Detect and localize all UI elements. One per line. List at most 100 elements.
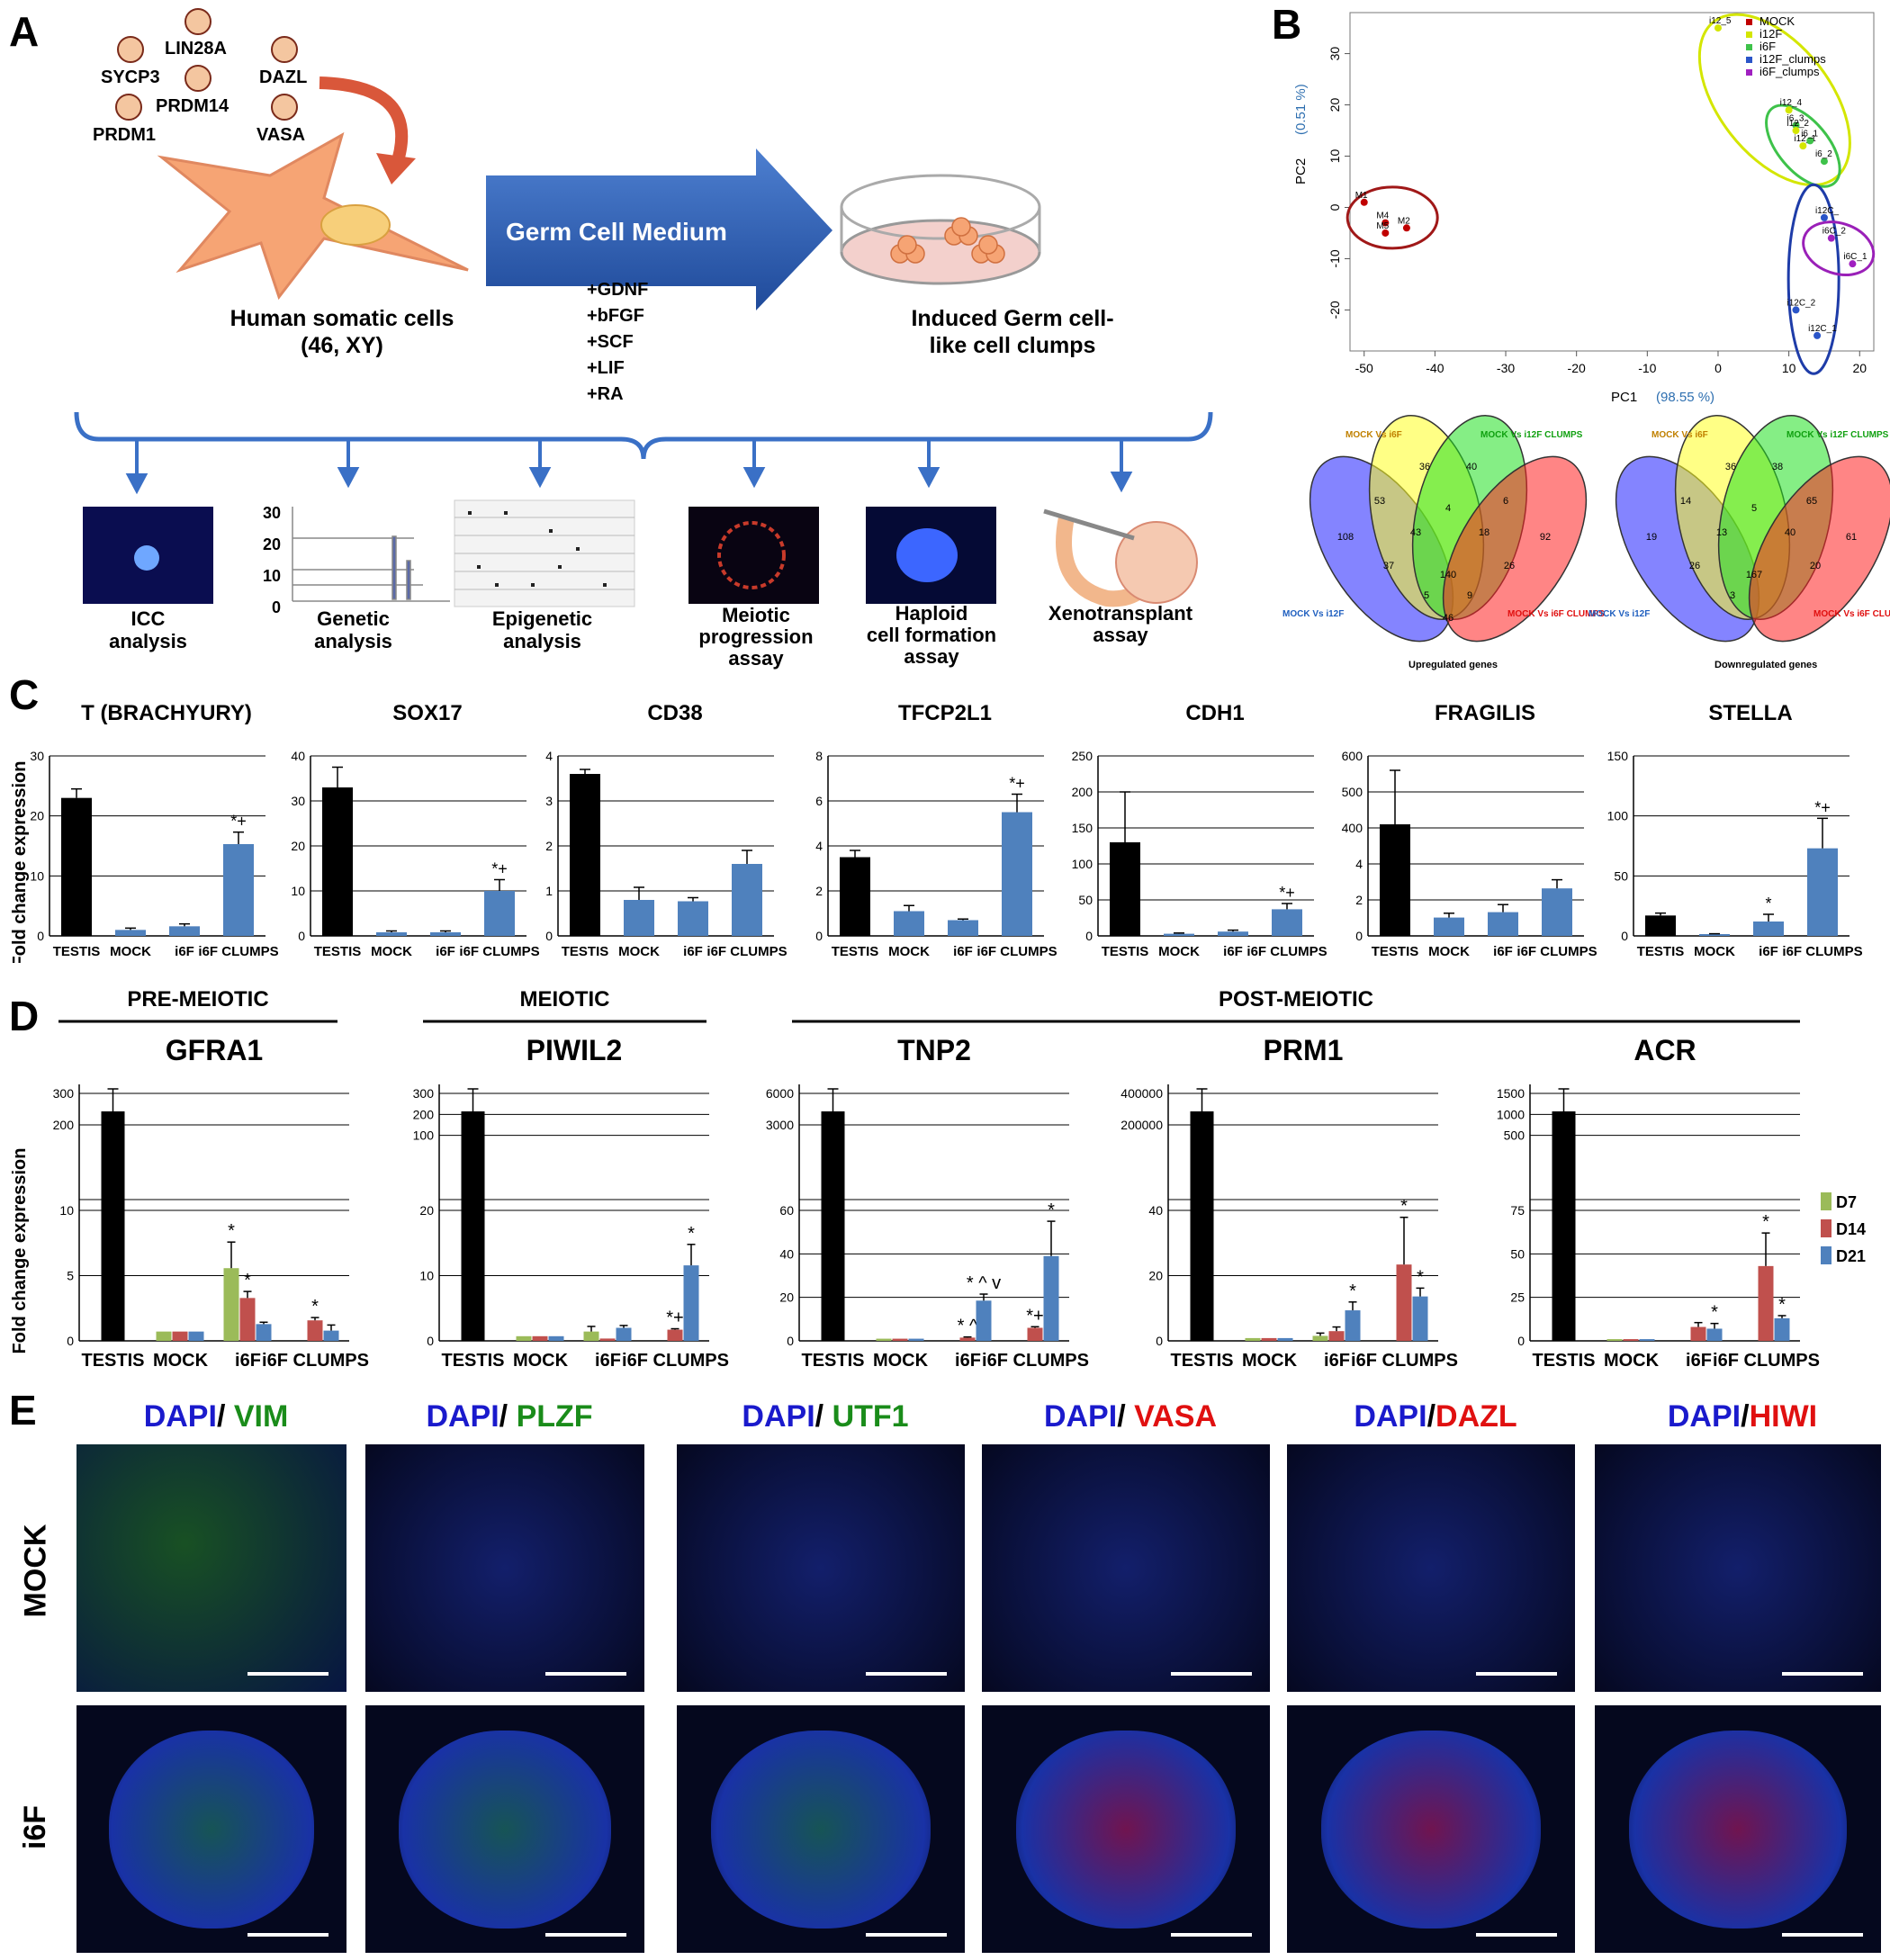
category-label: i6F bbox=[953, 944, 973, 959]
pca-xtick: -20 bbox=[1568, 361, 1586, 375]
bar bbox=[172, 1331, 188, 1341]
pca-ylabel: PC2 bbox=[1293, 158, 1309, 184]
venn-caption: Upregulated genes bbox=[1408, 660, 1498, 670]
venn-count: 3 bbox=[1730, 590, 1735, 601]
gene-icons bbox=[115, 8, 298, 121]
factor-lin28a: LIN28A bbox=[165, 39, 227, 58]
bar bbox=[1699, 934, 1730, 936]
y-tick-label: 200 bbox=[53, 1118, 75, 1132]
chart-title: CDH1 bbox=[1185, 701, 1244, 725]
category-label: MOCK bbox=[1242, 1351, 1298, 1371]
factor-sycp3: SYCP3 bbox=[101, 67, 160, 87]
category-label: i6F CLUMPS bbox=[198, 944, 278, 959]
assay-label: progression bbox=[698, 625, 814, 648]
category-label: i6F CLUMPS bbox=[459, 944, 539, 959]
supplement-lif: +LIF bbox=[587, 358, 625, 378]
pca-legend-swatch bbox=[1746, 19, 1752, 25]
category-label: i6F bbox=[1686, 1351, 1712, 1371]
bar bbox=[323, 1330, 339, 1341]
y-tick-label: 20 bbox=[419, 1203, 434, 1218]
venn-count: 18 bbox=[1479, 527, 1490, 538]
stain-marker: VIM bbox=[233, 1399, 289, 1434]
stain-marker: VASA bbox=[1134, 1399, 1218, 1434]
pca-point-label: M4 bbox=[1376, 211, 1389, 221]
significance-mark: *+ bbox=[230, 813, 247, 831]
y-tick-label: 20 bbox=[291, 839, 305, 853]
y-tick-label: 0 bbox=[427, 1334, 434, 1348]
venn-count: 13 bbox=[1716, 527, 1727, 538]
bar bbox=[1110, 842, 1140, 936]
venn-set bbox=[1748, 455, 1890, 643]
y-tick-label: 0 bbox=[1085, 929, 1093, 943]
venn-count: 26 bbox=[1689, 561, 1700, 571]
pca-xtick: -50 bbox=[1355, 361, 1373, 375]
significance-mark: *+ bbox=[1814, 798, 1831, 816]
venn-count: 53 bbox=[1374, 496, 1385, 507]
scale-bar bbox=[1171, 1933, 1252, 1937]
chart-title: GFRA1 bbox=[166, 1034, 263, 1066]
group-header: POST-MEIOTIC bbox=[1219, 987, 1373, 1011]
significance-mark: * bbox=[1762, 1212, 1769, 1232]
pca-point-label: i12_5 bbox=[1709, 16, 1732, 26]
bar bbox=[1412, 1296, 1428, 1341]
bar bbox=[1690, 1326, 1706, 1341]
bar bbox=[1753, 922, 1784, 936]
venn-count: 65 bbox=[1806, 496, 1817, 507]
scale-bar bbox=[1171, 1672, 1252, 1676]
venn-set-label: MOCK Vs i12F bbox=[1588, 609, 1650, 619]
panel-c-chart: SOX17 40 30 20 10 0 TESTIS MOCK i6F *+ i6F CLUMPS bbox=[291, 701, 539, 959]
pca-ytick: -20 bbox=[1328, 301, 1342, 319]
assay-meiotic: Meiotic progression assay bbox=[670, 605, 842, 670]
pca-point-label: i6_3 bbox=[1786, 113, 1804, 123]
significance-mark: * bbox=[1711, 1303, 1718, 1323]
venn-diagrams: MOCK Vs i6F MOCK Vs i12F CLUMPS MOCK Vs i1… bbox=[1282, 415, 1890, 670]
pca-xtick: -10 bbox=[1638, 361, 1656, 375]
gene-icon bbox=[115, 94, 142, 121]
panel-c-chart: CDH1 250 200 150 100 50 0 TESTIS MOCK i6F *+ i6F CL… bbox=[1072, 701, 1328, 959]
assay-icc: ICC analysis bbox=[74, 607, 222, 652]
pca-point-label: i12C_ bbox=[1815, 206, 1840, 216]
y-tick-label: 2 bbox=[815, 884, 823, 898]
supplement-bfgf: +bFGF bbox=[587, 306, 644, 326]
y-tick-label: 10 bbox=[59, 1203, 74, 1218]
pca-point bbox=[1382, 219, 1390, 227]
y-tick-label: 30 bbox=[30, 749, 44, 763]
category-label: i6F bbox=[683, 944, 703, 959]
category-label: TESTIS bbox=[441, 1351, 504, 1371]
pca-legend-label: i12F bbox=[1760, 27, 1782, 40]
clump-label-2: like cell clumps bbox=[929, 333, 1096, 358]
pca-plot: -50 -40 -30 -20 -10 0 10 20 30 20 10 0 -10 -20 PC1 (98.… bbox=[1293, 12, 1876, 405]
y-tick-label: 40 bbox=[1148, 1203, 1163, 1218]
bar bbox=[1002, 812, 1032, 936]
y-tick-label: 200 bbox=[1072, 785, 1094, 799]
category-label: i6F bbox=[235, 1351, 261, 1371]
panel-letter-d: D bbox=[9, 993, 40, 1039]
venn-count: 19 bbox=[1646, 532, 1657, 543]
venn-count: 14 bbox=[1680, 496, 1691, 507]
y-tick-label: 0 bbox=[298, 929, 305, 943]
bar bbox=[1542, 888, 1572, 936]
pca-legend-swatch bbox=[1746, 44, 1752, 50]
y-tick-label: 75 bbox=[1510, 1203, 1525, 1218]
y-tick-label: 250 bbox=[1072, 749, 1094, 763]
legend-label: D7 bbox=[1836, 1193, 1857, 1211]
category-label: TESTIS bbox=[1102, 944, 1149, 959]
row-label-text: i6F bbox=[18, 1804, 53, 1849]
panel-letter-c: C bbox=[9, 671, 40, 718]
y-tick-label: 6000 bbox=[766, 1086, 794, 1101]
bar bbox=[1488, 912, 1518, 936]
pca-ytick: 0 bbox=[1328, 203, 1342, 211]
panel-c-chart: STELLA 150 100 50 0 TESTIS MOCK * i6F *+ i6F CLUMP… bbox=[1607, 701, 1863, 959]
panel-d-charts: Fold change expression PRE-MEIOTIC MEIOTIC… bbox=[10, 987, 1866, 1371]
pca-legend-swatch bbox=[1746, 69, 1752, 76]
bar bbox=[876, 1338, 892, 1341]
category-label: i6F CLUMPS bbox=[1246, 944, 1327, 959]
y-tick-label: 4 bbox=[545, 749, 553, 763]
y-tick-label: 25 bbox=[1510, 1290, 1525, 1305]
bar bbox=[1380, 824, 1410, 936]
pca-point-label: i6C_1 bbox=[1843, 252, 1868, 262]
category-label: i6F bbox=[955, 1351, 981, 1371]
y-tick-label: 5 bbox=[67, 1269, 74, 1283]
assay-arrows bbox=[125, 439, 1133, 495]
